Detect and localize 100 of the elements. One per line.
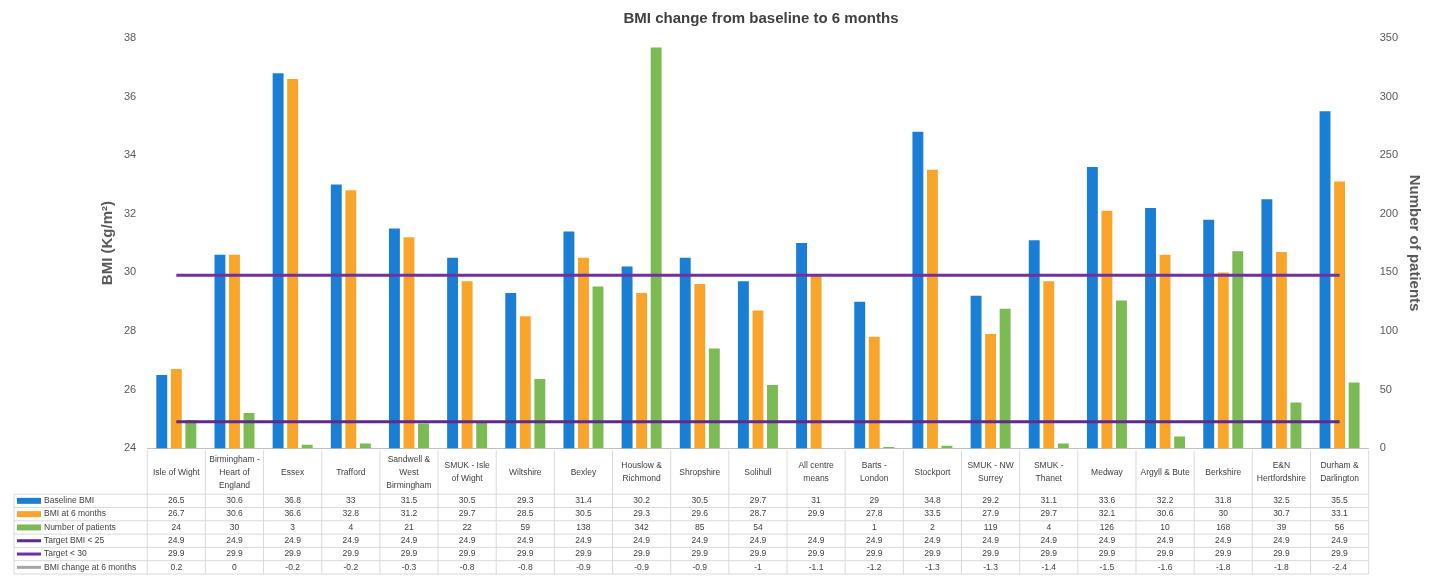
data-label: 30.6 [1156,508,1174,519]
data-label: 138 [576,521,591,532]
x-tick-label: Isle of Wight [152,466,201,477]
data-label: 29.6 [691,508,709,519]
data-label: 24.9 [575,535,592,546]
text: -0.8 [517,561,533,572]
bar [1174,436,1186,449]
data-label: 24.9 [342,535,360,546]
legend-label: BMI change at 6 months [44,561,137,572]
x-tick-label: Medway [1091,466,1124,477]
data-label: 1 [871,521,877,532]
legend-label: BMI at 6 months [44,508,106,519]
data-label: 32.8 [342,508,360,519]
data-label: 30.5 [691,495,709,506]
text: -1.4 [1041,561,1057,572]
data-label: 33.5 [924,508,941,519]
data-label: 24.9 [284,535,302,546]
x-tick-label: Bexley [570,466,597,477]
x-tick-label: Essex [281,466,305,477]
data-label: 3 [290,521,296,532]
bar [1116,300,1127,449]
data-label: 29.3 [517,495,534,506]
y-axis-title: BMI (Kg/m²) [98,201,116,286]
data-label: 2 [930,521,936,532]
text: -0.2 [343,561,359,572]
text: -1.2 [866,561,882,572]
data-label: 342 [634,521,649,532]
text: -0.3 [401,561,417,572]
data-label: 29.9 [1331,548,1349,559]
text: -1.8 [1274,561,1289,572]
data-label: 36.8 [284,495,302,506]
text: -1 [754,561,762,572]
y-tick-label: 38 [123,31,137,44]
text: -0.9 [634,561,649,572]
legend-label: Target BMI < 25 [44,535,105,546]
data-label: 29.9 [924,548,941,559]
x-tick-label: Shropshire [679,466,721,477]
text: -0.9 [692,561,708,572]
y-tick-label: 26 [123,382,137,395]
data-label: 31 [811,495,822,506]
data-label: 32.5 [1273,495,1290,506]
data-label: 29.9 [342,548,360,559]
y2-tick-label: 250 [1379,148,1399,161]
data-label: 24.9 [749,535,767,546]
y-tick-label: 36 [123,89,137,102]
data-label: 29.2 [982,495,1000,506]
data-label: 29.9 [168,548,185,559]
data-label: 10 [1160,521,1171,532]
bar [1290,402,1302,449]
bar [767,384,778,449]
data-label: 31.5 [400,495,418,506]
x-tick-label: Berkshire [1205,466,1242,477]
bar [592,286,604,449]
x-tick-label: E&N Hertfordshire [1256,460,1307,484]
data-label: 24.9 [168,535,185,546]
data-label: 29.9 [807,548,825,559]
data-label: 29.9 [633,548,651,559]
bar [418,423,429,449]
legend-label: Target < 30 [44,548,88,559]
data-label: 30.5 [575,508,592,519]
data-label: 39 [1276,521,1287,532]
data-label: 24.9 [1098,535,1116,546]
x-tick-label: Stockport [914,466,952,477]
data-label: 29.9 [1098,548,1116,559]
data-label: 32.2 [1156,495,1174,506]
legend-label: Baseline BMI [44,495,95,506]
y2-tick-label: 50 [1379,382,1392,395]
x-tick-label: Argyll & Bute [1140,466,1190,477]
y2-tick-label: 300 [1379,89,1399,102]
x-tick-label: Sandwell & West Birmingham [386,453,432,490]
y2-tick-label: 100 [1379,324,1399,337]
data-label: 35.5 [1331,495,1349,506]
data-label: 54 [753,521,763,532]
text: -0.9 [576,561,591,572]
x-tick-label: Houslow & Richmond [621,460,663,484]
x-tick-label: Wiltshire [508,466,542,477]
text: -1.3 [983,561,998,572]
data-label: 29.9 [1214,548,1232,559]
y2-tick-label: 200 [1379,206,1399,219]
x-tick-label: All centre means [798,460,835,484]
data-label: 36.6 [284,508,302,519]
text: -0.8 [459,561,475,572]
x-tick-label: Durham & Darlington [1320,460,1360,484]
y-tick-label: 34 [123,148,137,161]
data-label: 29.9 [1273,548,1290,559]
y2-tick-label: 350 [1379,31,1399,44]
data-label: 26.5 [168,495,185,506]
y-tick-label: 32 [123,206,137,219]
data-label: 29.9 [458,548,476,559]
data-label: 29.3 [633,508,651,519]
legend-label: Number of patients [44,521,116,532]
data-label: 4 [1046,521,1052,532]
data-label: 119 [983,521,998,532]
text: -1.6 [1157,561,1173,572]
data-label: 34.8 [924,495,941,506]
x-tick-label: SMUK - Thanet [1033,460,1064,484]
data-label: 29.9 [749,548,767,559]
data-label: 29.9 [575,548,592,559]
data-label: 30 [229,521,240,532]
y2-tick-label: 0 [1379,441,1386,454]
